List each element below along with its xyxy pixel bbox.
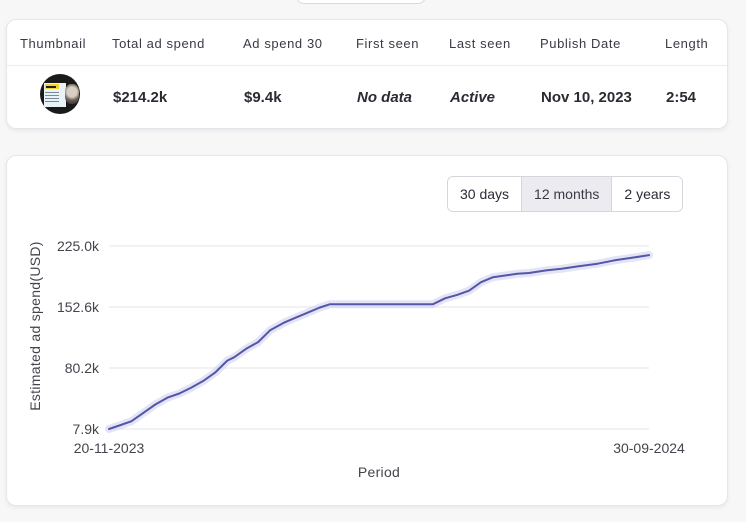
column-ad-spend-30: Ad spend 30 [243, 36, 323, 51]
range-2-years-button[interactable]: 2 years [611, 177, 683, 211]
data-point [178, 392, 181, 395]
data-point [468, 289, 470, 292]
data-point [233, 356, 235, 359]
data-point [480, 281, 482, 284]
x-axis-title: Period [358, 464, 400, 480]
data-point [226, 359, 229, 362]
data-point [492, 276, 494, 278]
data-point [432, 303, 434, 305]
data-point [504, 274, 506, 277]
data-point [283, 321, 285, 324]
last-seen-value: Active [450, 89, 496, 106]
data-point [596, 262, 599, 265]
series-line-glow [105, 251, 653, 433]
ad-details-table: Thumbnail Total ad spend Ad spend 30 Fir… [6, 19, 728, 129]
data-point [154, 403, 157, 406]
data-point [295, 316, 297, 319]
data-point [631, 257, 633, 259]
range-30-days-button[interactable]: 30 days [448, 177, 522, 211]
ad-thumbnail[interactable] [40, 74, 80, 114]
data-point [560, 267, 563, 270]
column-last-seen: Last seen [449, 36, 511, 51]
data-point [257, 341, 259, 343]
y-tick-label: 225.0k [57, 238, 100, 254]
column-total-ad-spend: Total ad spend [112, 36, 205, 51]
publish-date-value: Nov 10, 2023 [541, 89, 632, 106]
data-point [245, 348, 247, 350]
data-point [319, 306, 321, 309]
data-point [214, 371, 217, 374]
top-tab-edge [296, 0, 426, 4]
data-point [360, 303, 362, 305]
y-tick-label: 152.6k [57, 299, 100, 315]
column-length: Length [665, 36, 709, 51]
length-value: 2:54 [666, 89, 697, 106]
ad-spend-line-chart: 7.9k 80.2k 152.6k 225.0k 20-11-2023 30-09-20… [27, 238, 685, 480]
data-point [516, 273, 518, 275]
data-point [108, 428, 110, 430]
x-tick-label: 20-11-2023 [74, 440, 145, 456]
column-first-seen: First seen [356, 36, 420, 51]
data-point [648, 254, 650, 256]
data-point [577, 265, 580, 268]
first-seen-value: No data [357, 89, 413, 106]
data-point [329, 303, 331, 305]
data-point [202, 380, 205, 382]
y-axis-title: Estimated ad spend(USD) [27, 241, 43, 411]
data-point [528, 272, 530, 274]
data-point [190, 386, 193, 389]
range-12-months-button[interactable]: 12 months [521, 177, 612, 211]
data-point [130, 420, 133, 423]
data-point [166, 396, 169, 399]
column-publish-date: Publish Date [540, 36, 621, 51]
x-tick-label: 30-09-2024 [613, 440, 685, 456]
data-point [118, 424, 121, 427]
data-point [269, 329, 271, 332]
data-point [456, 294, 458, 296]
series-line [108, 254, 650, 430]
data-point [387, 303, 390, 305]
data-point [142, 412, 145, 414]
data-point [545, 269, 547, 272]
data-point [444, 297, 446, 300]
data-point [307, 311, 309, 314]
data-point [420, 303, 422, 305]
column-thumbnail: Thumbnail [20, 36, 87, 51]
y-tick-label: 7.9k [73, 421, 100, 437]
data-point [613, 259, 616, 262]
total-ad-spend-value: $214.2k [113, 89, 168, 106]
y-tick-label: 80.2k [65, 360, 100, 376]
range-selector: 30 days 12 months 2 years [447, 176, 684, 212]
ad-spend-30-value: $9.4k [244, 89, 282, 106]
ad-spend-chart-card: 30 days 12 months 2 years 7.9k 80.2k 152.6… [6, 155, 728, 506]
table-header: Thumbnail Total ad spend Ad spend 30 Fir… [7, 20, 727, 66]
